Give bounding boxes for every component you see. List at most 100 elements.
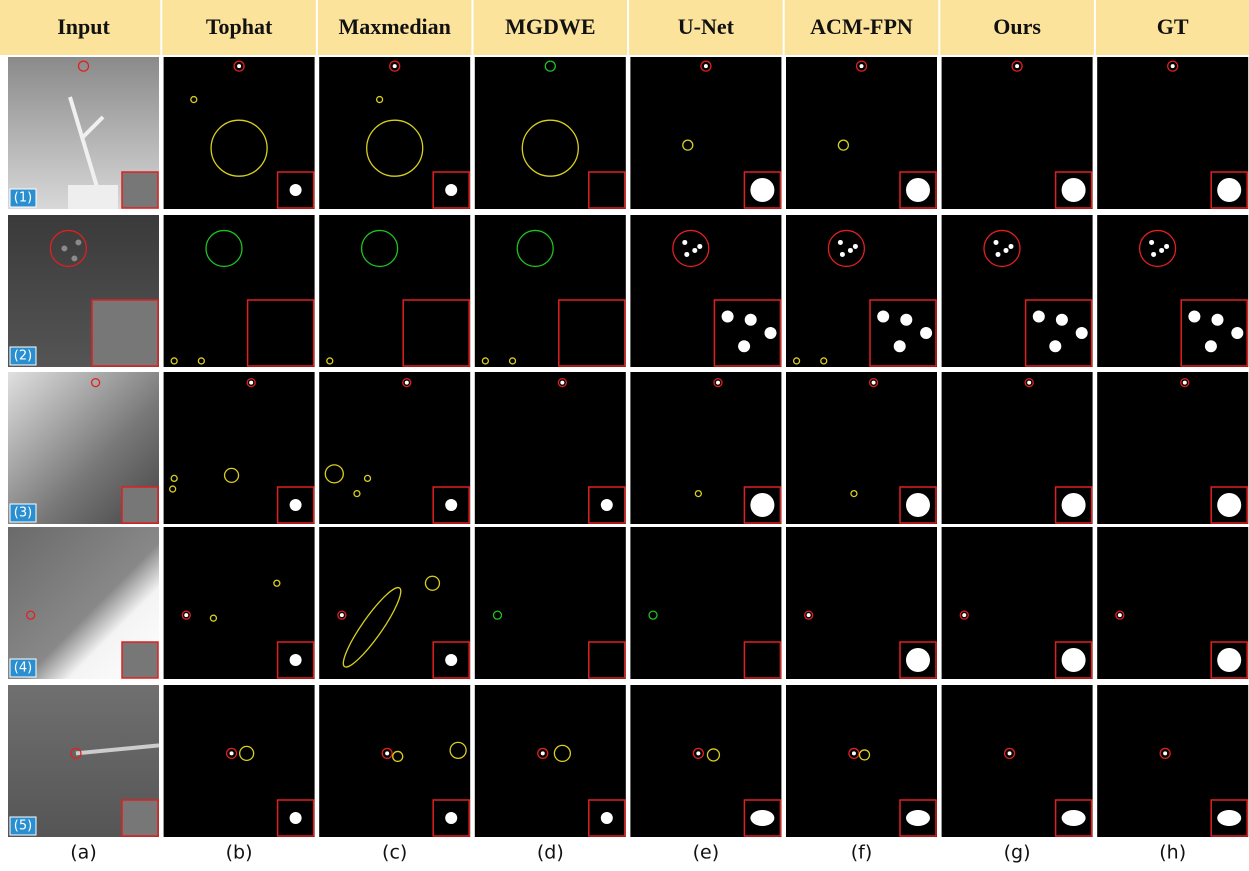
row-label: (5) [14,819,32,834]
column-header: GT [1157,14,1189,39]
header-bar [0,0,1249,55]
inset-blob [445,654,457,666]
inset-blob [1076,327,1088,339]
target-blob [852,751,856,755]
target-blob [1149,240,1154,245]
target-blob [385,751,389,755]
inset-blob [765,327,777,339]
column-caption: (c) [382,842,407,864]
inset-blob [1049,340,1061,352]
inset-blob [906,810,930,826]
target-blob [1151,252,1156,257]
inset-blob [601,812,613,824]
column-caption: (d) [537,842,564,864]
target-blob [71,255,77,261]
inset-blob [738,340,750,352]
inset-blob [1217,810,1241,826]
target-blob [807,613,811,617]
inset-blob [920,327,932,339]
target-blob [184,613,188,617]
target-blob [1004,248,1009,253]
column-caption: (a) [70,842,96,864]
inset-blob [290,654,302,666]
target-blob [840,252,845,257]
inset-fill [122,172,158,208]
inset-fill [122,487,158,523]
inset-blob [290,184,302,196]
result-image [630,527,781,679]
column-caption: (f) [851,842,873,864]
target-blob [249,381,253,385]
column-header: Input [57,14,110,39]
target-blob [716,381,720,385]
column-header: Maxmedian [338,14,450,39]
target-blob [237,64,241,68]
column-header: MGDWE [505,14,595,39]
row-label: (4) [14,661,32,676]
inset-blob [1062,648,1086,672]
target-blob [1163,751,1167,755]
column-caption: (b) [226,842,253,864]
target-blob [1118,613,1122,617]
inset-blob [290,812,302,824]
inset-blob [745,314,757,326]
inset-blob [445,184,457,196]
inset-blob [1217,178,1241,202]
column-caption: (g) [1004,842,1031,864]
column-caption: (h) [1159,842,1186,864]
inset-blob [1062,493,1086,517]
target-blob [682,240,687,245]
target-blob [393,64,397,68]
target-blob [838,240,843,245]
target-blob [696,751,700,755]
target-blob [541,751,545,755]
target-blob [560,381,564,385]
inset-blob [906,648,930,672]
target-blob [996,252,1001,257]
target-blob [704,64,708,68]
inset-blob [445,812,457,824]
inset-fill [122,642,158,678]
inset-blob [1205,340,1217,352]
target-blob [1015,64,1019,68]
column-header: Ours [993,14,1041,39]
target-blob [1009,244,1014,249]
inset-blob [445,499,457,511]
row-label: (1) [14,191,32,206]
column-header: U-Net [678,14,735,39]
row-label: (3) [14,506,32,521]
inset-blob [601,499,613,511]
inset-blob [1033,311,1045,323]
target-blob [1164,244,1169,249]
inset-blob [1231,327,1243,339]
target-blob [697,244,702,249]
target-blob [1027,381,1031,385]
inset-blob [1062,178,1086,202]
column-header: ACM-FPN [810,14,913,39]
target-blob [994,240,999,245]
target-blob [1171,64,1175,68]
inset-blob [900,314,912,326]
result-image [475,527,626,679]
inset-blob [750,810,774,826]
inset-blob [1217,493,1241,517]
inset-blob [877,311,889,323]
inset-blob [1217,648,1241,672]
target-blob [1159,248,1164,253]
target-blob [230,751,234,755]
building [68,185,118,209]
target-blob [75,239,81,245]
target-blob [684,252,689,257]
inset-blob [906,178,930,202]
target-blob [1008,751,1012,755]
inset-blob [750,178,774,202]
inset-blob [1188,311,1200,323]
target-blob [340,613,344,617]
inset-blob [1062,810,1086,826]
result-image [475,57,626,209]
row-label: (2) [14,349,32,364]
column-header: Tophat [206,14,273,39]
inset-blob [290,499,302,511]
figure: Input (a) Tophat (b) Maxmedian (c) MGDWE (d) U-N… [0,0,1249,871]
column-caption: (e) [693,842,720,864]
